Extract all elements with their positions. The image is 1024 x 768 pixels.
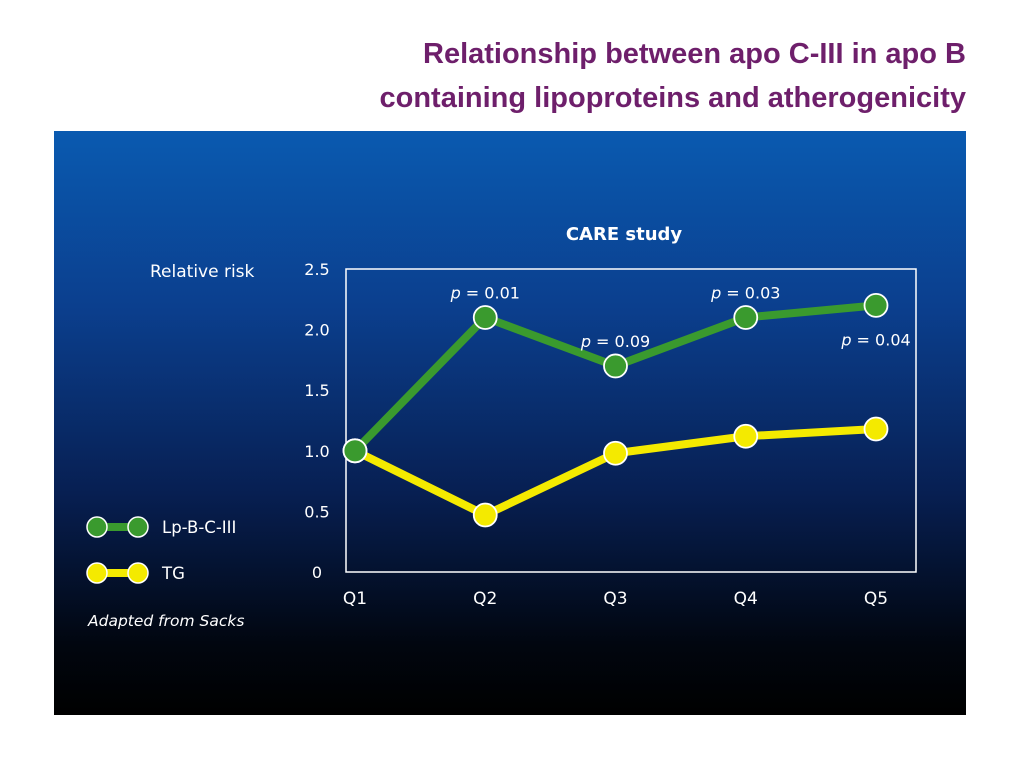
legend-swatch-dot	[86, 562, 108, 584]
slide-title-line-2: containing lipoproteins and atherogenici…	[379, 82, 967, 114]
data-point	[863, 416, 889, 442]
x-tick-label: Q2	[473, 589, 497, 609]
x-tick-label: Q3	[603, 589, 627, 609]
data-point	[733, 305, 759, 330]
line-chart: CARE study Relative risk 0 0.5 1.0 1.5 2.0 2.…	[86, 224, 917, 630]
y-axis-label: Relative risk	[150, 262, 255, 282]
x-tick-labels: Q1 Q2 Q3 Q4 Q5	[343, 589, 888, 609]
source-annotation: Adapted from Sacks	[87, 612, 244, 630]
y-tick-label: 1.0	[304, 442, 329, 461]
data-point	[603, 353, 628, 379]
p-symbol: p	[580, 332, 591, 351]
p-value-label: p = 0.04	[840, 330, 910, 349]
data-point	[342, 438, 368, 464]
p-symbol: p	[710, 283, 721, 302]
legend-item: TG	[86, 562, 185, 584]
p-value-text: = 0.04	[851, 330, 910, 349]
x-tick-label: Q1	[343, 589, 367, 609]
p-value-text: = 0.03	[721, 283, 780, 302]
legend-swatch-dot	[127, 562, 149, 584]
y-tick-label: 1.5	[304, 381, 329, 400]
chart-title: CARE study	[566, 224, 683, 245]
legend-swatch-dot	[127, 516, 149, 538]
legend-label: Lp-B-C-III	[162, 518, 236, 537]
y-tick-label: 2.5	[304, 260, 329, 279]
plot-frame	[345, 268, 917, 573]
x-tick-label: Q5	[864, 589, 888, 609]
data-point	[863, 292, 889, 318]
p-value-text: = 0.01	[461, 283, 520, 302]
data-point	[733, 423, 759, 449]
series-lp-b-c-iii	[342, 292, 889, 464]
legend-label: TG	[161, 564, 185, 583]
p-symbol: p	[840, 330, 851, 349]
x-tick-label: Q4	[734, 589, 758, 609]
chart-panel: CARE study Relative risk 0 0.5 1.0 1.5 2.0 2.…	[54, 131, 966, 715]
y-tick-label: 0.5	[304, 502, 329, 521]
p-value-label: p = 0.09	[580, 332, 650, 351]
data-point	[472, 305, 498, 330]
legend: Lp-B-C-III TG	[86, 516, 236, 584]
p-value-text: = 0.09	[591, 332, 650, 351]
series-tg	[342, 416, 889, 528]
data-point	[603, 440, 628, 466]
legend-swatch-dot	[86, 516, 108, 538]
legend-item: Lp-B-C-III	[86, 516, 236, 538]
p-symbol: p	[450, 283, 461, 302]
p-value-label: p = 0.01	[450, 283, 520, 302]
y-tick-label: 0	[312, 563, 322, 582]
data-point	[472, 502, 498, 528]
series-layer	[342, 292, 889, 528]
slide-title-line-1: Relationship between apo C-III in apo B	[423, 38, 966, 70]
slide-title: Relationship between apo C-III in apo B …	[66, 32, 967, 120]
p-value-labels: p = 0.01p = 0.09p = 0.03p = 0.04	[450, 283, 911, 350]
p-value-label: p = 0.03	[710, 283, 780, 302]
y-tick-labels: 0 0.5 1.0 1.5 2.0 2.5	[304, 260, 329, 582]
y-tick-label: 2.0	[304, 321, 329, 340]
